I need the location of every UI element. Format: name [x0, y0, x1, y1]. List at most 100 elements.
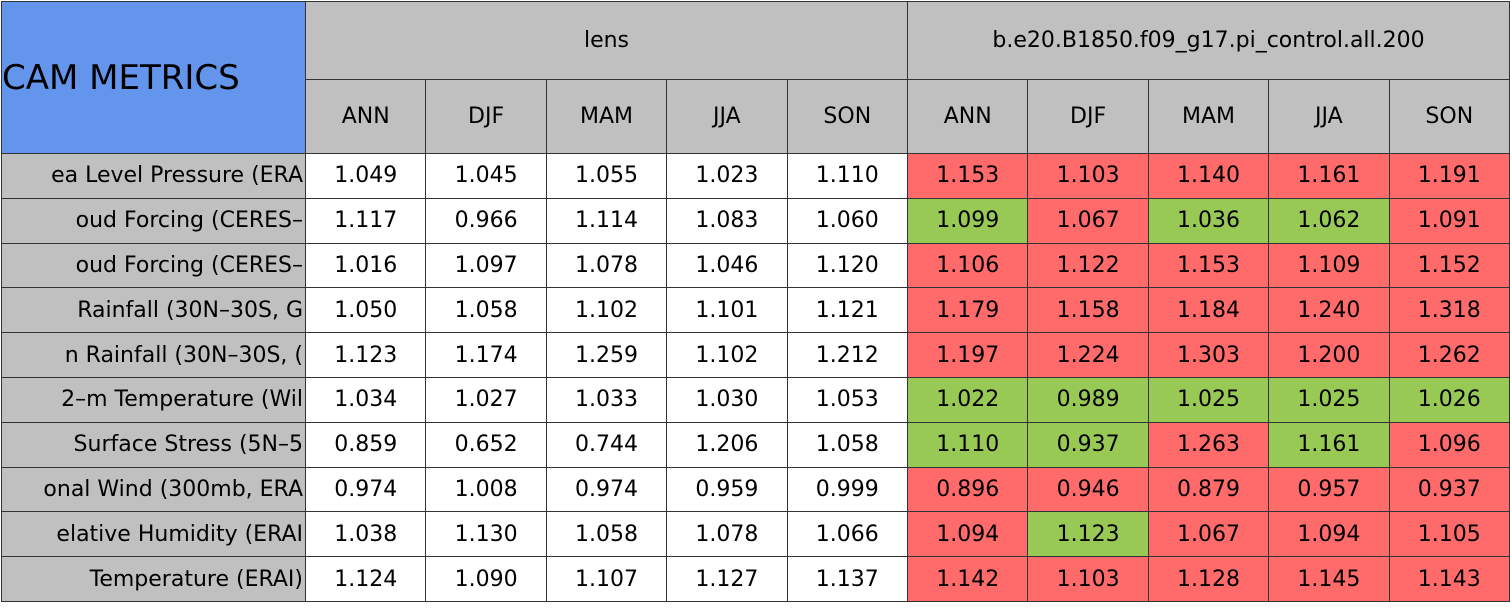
value-cell: 1.184 [1147, 287, 1270, 334]
value-cell: 1.026 [1388, 376, 1510, 423]
value-cell: 1.058 [545, 511, 668, 558]
value-cell: 1.097 [425, 242, 547, 289]
value-cell: 1.025 [1147, 376, 1270, 423]
value-cell: 1.050 [304, 287, 427, 334]
group-header: lens [305, 1, 908, 80]
value-cell: 0.959 [666, 466, 788, 513]
value-cell: 1.240 [1268, 287, 1390, 334]
season-header: JJA [666, 79, 788, 154]
value-cell: 1.055 [545, 153, 668, 199]
data-row: Rainfall (30N–30S, G 1.050 1.058 1.102 1.101… [1, 287, 1510, 334]
row-label: Temperature (ERAI) [1, 556, 306, 602]
value-cell: 0.879 [1147, 466, 1270, 513]
value-cell: 0.859 [304, 421, 427, 468]
value-cell: 1.153 [906, 153, 1029, 199]
value-cell: 1.212 [786, 332, 909, 378]
value-cell: 1.143 [1388, 556, 1510, 602]
value-cell: 1.022 [906, 376, 1029, 423]
value-cell: 1.036 [1147, 197, 1270, 244]
value-cell: 1.161 [1268, 153, 1390, 199]
value-cell: 1.262 [1388, 332, 1510, 378]
value-cell: 0.974 [304, 466, 427, 513]
value-cell: 1.318 [1388, 287, 1510, 334]
table-title: CAM METRICS [1, 1, 306, 154]
value-cell: 1.117 [304, 197, 427, 244]
value-cell: 1.102 [666, 332, 788, 378]
value-cell: 1.045 [425, 153, 547, 199]
season-header: SON [786, 79, 909, 154]
value-cell: 1.152 [1388, 242, 1510, 289]
value-cell: 1.027 [425, 376, 547, 423]
value-cell: 1.153 [1147, 242, 1270, 289]
value-cell: 1.303 [1147, 332, 1270, 378]
value-cell: 1.109 [1268, 242, 1390, 289]
data-row: oud Forcing (CERES– 1.117 0.966 1.114 1.083 1… [1, 197, 1510, 244]
value-cell: 0.937 [1027, 421, 1149, 468]
value-cell: 1.008 [425, 466, 547, 513]
value-cell: 1.099 [906, 197, 1029, 244]
value-cell: 1.090 [425, 556, 547, 602]
row-label: Surface Stress (5N–5 [1, 421, 306, 468]
value-cell: 0.974 [545, 466, 668, 513]
value-cell: 1.101 [666, 287, 788, 334]
row-label: oud Forcing (CERES– [1, 242, 306, 289]
data-row: onal Wind (300mb, ERA 0.974 1.008 0.974 0.95… [1, 466, 1510, 513]
value-cell: 1.120 [786, 242, 909, 289]
value-cell: 0.652 [425, 421, 547, 468]
row-label: ea Level Pressure (ERA [1, 153, 306, 199]
value-cell: 1.105 [1388, 511, 1510, 558]
value-cell: 0.999 [786, 466, 909, 513]
value-cell: 1.094 [1268, 511, 1390, 558]
value-cell: 1.130 [425, 511, 547, 558]
value-cell: 1.128 [1147, 556, 1270, 602]
value-cell: 1.259 [545, 332, 668, 378]
value-cell: 1.122 [1027, 242, 1149, 289]
value-cell: 1.091 [1388, 197, 1510, 244]
value-cell: 1.038 [304, 511, 427, 558]
row-label: n Rainfall (30N–30S, ( [1, 332, 306, 378]
value-cell: 1.049 [304, 153, 427, 199]
data-row: 2–m Temperature (Wil 1.034 1.027 1.033 1.030… [1, 376, 1510, 423]
value-cell: 1.197 [906, 332, 1029, 378]
value-cell: 1.058 [425, 287, 547, 334]
value-cell: 1.137 [786, 556, 909, 602]
value-cell: 1.033 [545, 376, 668, 423]
value-cell: 0.989 [1027, 376, 1149, 423]
value-cell: 1.103 [1027, 556, 1149, 602]
season-header: SON [1388, 79, 1510, 154]
value-cell: 1.123 [1027, 511, 1149, 558]
value-cell: 1.127 [666, 556, 788, 602]
data-row: elative Humidity (ERAI 1.038 1.130 1.058 1.0… [1, 511, 1510, 558]
value-cell: 1.067 [1147, 511, 1270, 558]
data-row: Temperature (ERAI) 1.124 1.090 1.107 1.127 1.… [1, 556, 1510, 602]
data-row: ea Level Pressure (ERA 1.049 1.045 1.055 1.0… [1, 153, 1510, 199]
value-cell: 1.078 [666, 511, 788, 558]
header-row: CAM METRICS lens b.e20.B1850.f09_g17.pi_co… [1, 1, 1510, 154]
value-cell: 1.023 [666, 153, 788, 199]
value-cell: 1.016 [304, 242, 427, 289]
value-cell: 1.103 [1027, 153, 1149, 199]
value-cell: 1.263 [1147, 421, 1270, 468]
value-cell: 1.114 [545, 197, 668, 244]
value-cell: 1.191 [1388, 153, 1510, 199]
value-cell: 1.145 [1268, 556, 1390, 602]
value-cell: 1.066 [786, 511, 909, 558]
value-cell: 1.200 [1268, 332, 1390, 378]
season-header: ANN [304, 79, 427, 154]
data-row: n Rainfall (30N–30S, (1.123 1.174 1.259 1.1… [1, 332, 1510, 378]
row-label: 2–m Temperature (Wil [1, 376, 306, 423]
value-cell: 0.937 [1388, 466, 1510, 513]
season-header: MAM [545, 79, 668, 154]
row-label: elative Humidity (ERAI [1, 511, 306, 558]
value-cell: 0.966 [425, 197, 547, 244]
row-label: oud Forcing (CERES– [1, 197, 306, 244]
value-cell: 1.107 [545, 556, 668, 602]
value-cell: 0.744 [545, 421, 668, 468]
value-cell: 1.046 [666, 242, 788, 289]
season-header: DJF [1027, 79, 1149, 154]
value-cell: 0.946 [1027, 466, 1149, 513]
value-cell: 1.121 [786, 287, 909, 334]
value-cell: 1.094 [906, 511, 1029, 558]
